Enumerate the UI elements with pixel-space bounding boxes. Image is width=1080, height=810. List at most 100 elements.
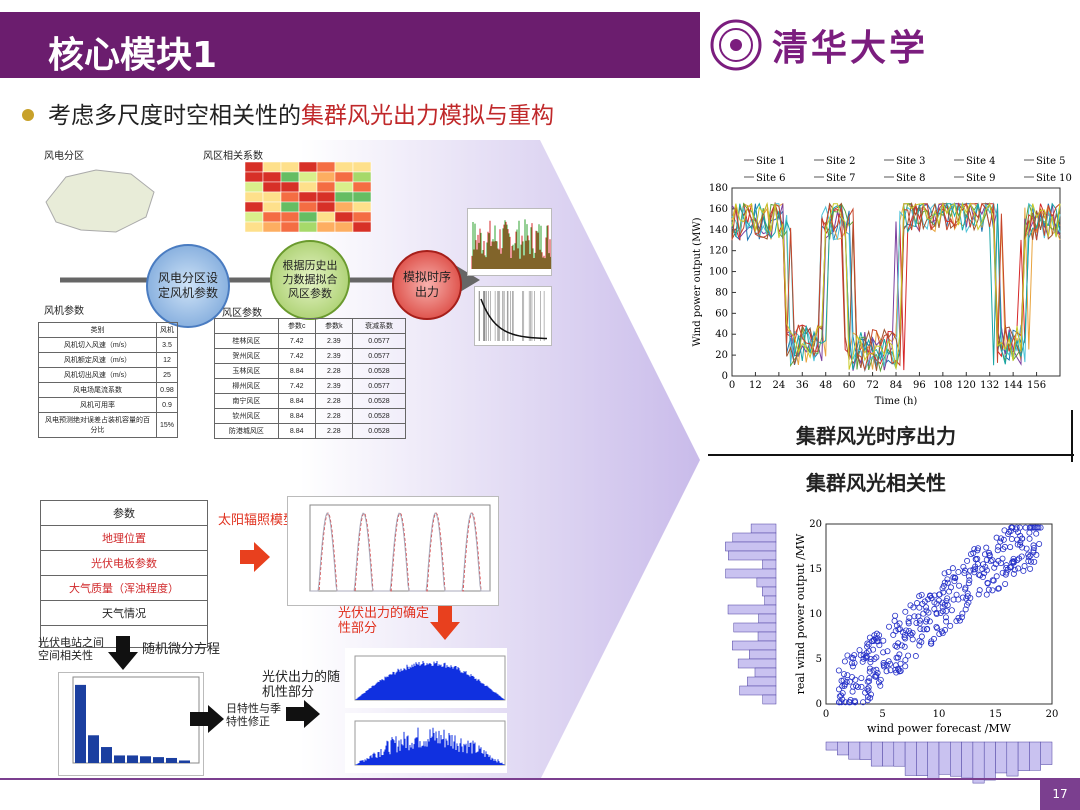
slide-title: 核心模块1: [48, 35, 218, 76]
heatmap-cell: [334, 191, 354, 203]
x-axis-label: Time (h): [875, 396, 918, 407]
scatter-point: [895, 665, 902, 672]
x-tick-label: 96: [913, 380, 926, 391]
heatmap-cell: [262, 162, 282, 173]
corr-bar: [114, 755, 125, 763]
scatter-point: [944, 602, 951, 609]
hist-bar: [893, 741, 906, 767]
heatmap-cell: [316, 221, 336, 233]
turbine-table-cell: 风机切入风速（m/s）: [38, 337, 157, 353]
heatmap-cell: [245, 171, 264, 183]
hist-bar: [927, 741, 940, 779]
corr-bar: [166, 757, 177, 763]
scatter-point: [997, 538, 1004, 545]
hist-bar: [1017, 741, 1030, 771]
scatter-point: [914, 600, 921, 607]
scatter-point: [992, 561, 999, 568]
scatter-point: [1025, 551, 1032, 558]
scatter-point: [962, 584, 969, 591]
area-table-row: 柳州风区 7.42 2.39 0.0577: [214, 378, 407, 394]
turbine-table-row: 风电预测绝对误差占装机容量的百分比 15%: [38, 412, 179, 438]
corr-title: 集群风光相关性: [806, 471, 946, 495]
scatter-point: [866, 665, 873, 672]
scatter-point: [956, 582, 963, 589]
scatter-point: [894, 654, 901, 661]
heatmap-cell: [352, 201, 372, 213]
scatter-point: [950, 596, 957, 603]
scatter-point: [849, 663, 856, 670]
diurnal-label: 日特性与季特性修正: [226, 702, 281, 728]
scatter-point: [870, 637, 877, 644]
scatter-point: [1008, 536, 1015, 543]
y-tick-label: 120: [709, 246, 728, 257]
scatter-point: [917, 625, 924, 632]
heatmap-cell: [316, 191, 336, 203]
scatter-point: [859, 658, 866, 665]
x-tick-label: 108: [933, 380, 952, 391]
y-tick-label: 100: [709, 267, 728, 278]
y-tick-label: 140: [709, 225, 728, 236]
hist-bar: [961, 741, 974, 779]
arrow-right-icon: [190, 705, 224, 733]
wind-ts-chart: 0 12 24 36 48 60 72 84 96 108 120 132 144 156 0 20 40 60 8…: [692, 156, 1072, 407]
step3-text: 模拟时序出力: [402, 270, 451, 299]
y-tick-label: 160: [709, 204, 728, 215]
scatter-point: [945, 568, 952, 575]
scatter-point: [975, 545, 982, 552]
scatter-point: [915, 613, 922, 620]
scatter-point: [1016, 524, 1023, 531]
scatter-point: [989, 587, 996, 594]
heatmap-cell: [262, 181, 282, 193]
heatmap-cell: [352, 221, 372, 233]
turbine-table-cell: 3.5: [155, 337, 179, 353]
scatter-point: [906, 614, 913, 621]
corr-pv-label: 光伏电站之间空间相关性: [38, 636, 104, 662]
turbine-table-row: 风机切出风速（m/s） 25: [38, 367, 179, 383]
scatter-point: [1001, 527, 1008, 534]
area-table-cell: 0.0528: [351, 423, 407, 439]
heatmap-cell: [262, 221, 282, 233]
heatmap-cell: [245, 211, 264, 223]
area-param-label: 风区参数: [222, 308, 262, 319]
turbine-table-cell: 风电预测绝对误差占装机容量的百分比: [38, 412, 157, 438]
scatter-point: [916, 604, 923, 611]
scatter-point: [902, 657, 909, 664]
heatmap-cell: [298, 201, 318, 213]
legend-item: Site 2: [826, 156, 856, 167]
scatter-point: [1037, 524, 1044, 531]
random-label: 光伏出力的随机性部分: [262, 670, 341, 700]
scatter-point: [923, 626, 930, 633]
area-table-cell: 2.28: [314, 408, 353, 424]
legend-item: Site 9: [966, 173, 996, 184]
scatter-point: [1023, 545, 1030, 552]
area-table-cell: 7.42: [277, 333, 316, 349]
scatter-point: [842, 699, 849, 706]
scatter-point: [836, 693, 843, 700]
irr-frame: [309, 504, 491, 592]
guangxi-map: [45, 169, 155, 233]
scatter-point: [901, 643, 908, 650]
scatter-point: [912, 653, 919, 660]
heatmap-cell: [262, 171, 282, 183]
area-table-cell: 8.84: [277, 363, 316, 379]
scatter-point: [1010, 555, 1017, 562]
arrow-down-icon: [108, 636, 138, 670]
scatter-point: [877, 676, 884, 683]
scatter-point: [873, 630, 880, 637]
step1-text: 风电分区设定风机参数: [158, 271, 219, 300]
scatter-point: [976, 587, 983, 594]
scatter-point: [880, 663, 887, 670]
decay-curve: [480, 298, 548, 340]
scatter-point: [944, 595, 951, 602]
scatter-point: [852, 676, 859, 683]
series-line: [731, 202, 1061, 372]
x-tick-label: 0: [729, 380, 735, 391]
scatter-point: [967, 595, 974, 602]
scatter-point: [856, 647, 863, 654]
scatter-point: [920, 626, 927, 633]
hist-bar: [757, 631, 777, 642]
scatter-point: [934, 625, 941, 632]
scatter-point: [961, 570, 968, 577]
scatter-point: [1030, 524, 1037, 531]
scatter-point: [962, 606, 969, 613]
